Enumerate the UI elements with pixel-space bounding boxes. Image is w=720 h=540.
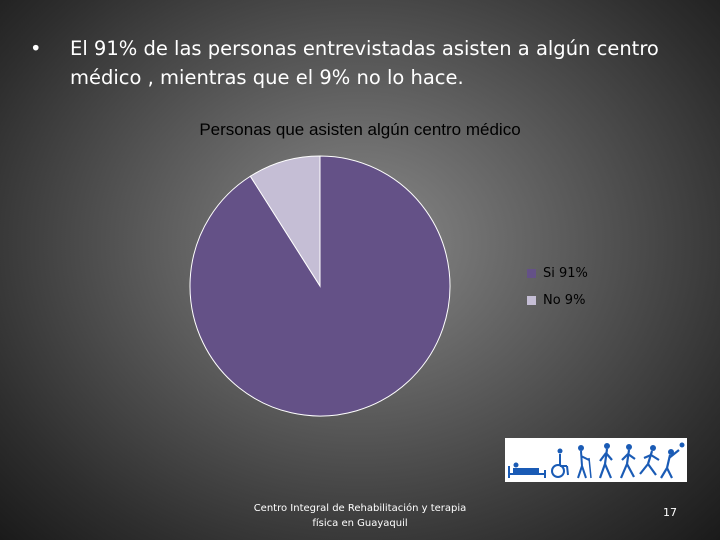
rehabilitation-logo [505,438,687,482]
page-number: 17 [663,506,677,519]
legend-swatch-si [527,269,536,278]
walking-person-icon [598,443,613,479]
chart-legend: Si 91% No 9% [527,264,588,318]
legend-item-si: Si 91% [527,264,588,284]
legend-label-si: Si 91% [543,266,588,281]
pie-slice-si [189,155,451,417]
chart-title: Personas que asisten algún centro médico [199,120,521,139]
legend-swatch-no [527,296,536,305]
legend-item-no: No 9% [527,291,588,311]
throwing-ball-icon [660,442,685,479]
legend-label-no: No 9% [543,293,586,308]
bullet-symbol: • [30,37,42,60]
pie-chart [189,155,451,417]
bullet-point: • El 91% de las personas entrevistadas a… [30,34,670,92]
person-walking-icon [619,444,636,479]
wheelchair-icon [551,448,569,478]
pie-slice-no [249,155,321,288]
running-person-icon [639,445,660,476]
walker-icon [577,445,592,479]
footer-text: Centro Integral de Rehabilitación y tera… [253,503,467,529]
bullet-text: El 91% de las personas entrevistadas asi… [70,37,659,89]
hospital-bed-icon [508,462,546,478]
